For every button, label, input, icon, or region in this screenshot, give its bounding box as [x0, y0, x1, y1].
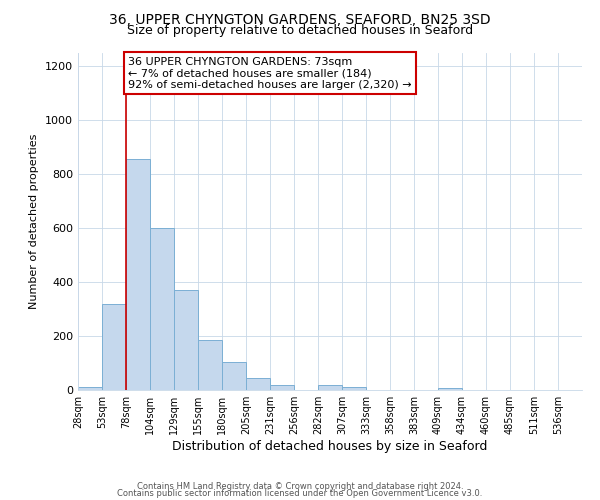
- Bar: [102, 304, 126, 390]
- Bar: [438, 388, 462, 390]
- Bar: [150, 228, 174, 390]
- X-axis label: Distribution of detached houses by size in Seaford: Distribution of detached houses by size …: [172, 440, 488, 453]
- Bar: [342, 388, 366, 390]
- Bar: [174, 290, 198, 390]
- Bar: [78, 388, 102, 390]
- Bar: [198, 340, 222, 390]
- Bar: [270, 384, 294, 390]
- Bar: [222, 362, 246, 390]
- Text: 36, UPPER CHYNGTON GARDENS, SEAFORD, BN25 3SD: 36, UPPER CHYNGTON GARDENS, SEAFORD, BN2…: [109, 12, 491, 26]
- Text: 36 UPPER CHYNGTON GARDENS: 73sqm
← 7% of detached houses are smaller (184)
92% o: 36 UPPER CHYNGTON GARDENS: 73sqm ← 7% of…: [128, 56, 412, 90]
- Bar: [126, 159, 150, 390]
- Text: Size of property relative to detached houses in Seaford: Size of property relative to detached ho…: [127, 24, 473, 37]
- Text: Contains public sector information licensed under the Open Government Licence v3: Contains public sector information licen…: [118, 488, 482, 498]
- Bar: [246, 378, 270, 390]
- Y-axis label: Number of detached properties: Number of detached properties: [29, 134, 40, 309]
- Bar: [318, 385, 342, 390]
- Text: Contains HM Land Registry data © Crown copyright and database right 2024.: Contains HM Land Registry data © Crown c…: [137, 482, 463, 491]
